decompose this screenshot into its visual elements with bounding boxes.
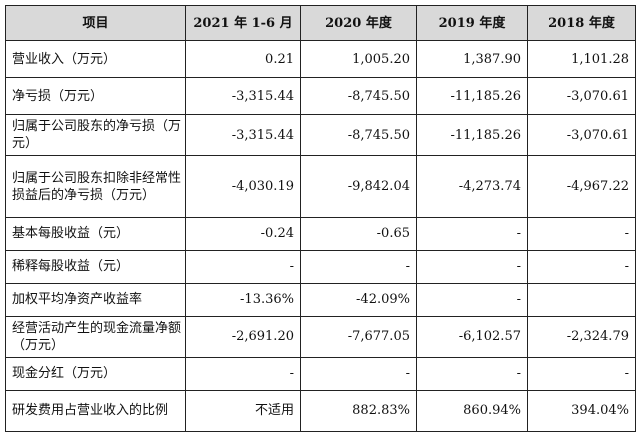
header-2021h1: 2021 年 1-6 月 bbox=[185, 5, 301, 41]
row-label: 现金分红（万元） bbox=[5, 356, 186, 391]
financial-summary-table: 项目 2021 年 1-6 月 2020 年度 2019 年度 2018 年度 … bbox=[5, 5, 636, 433]
cell-value: -4,273.74 bbox=[416, 155, 528, 218]
cell-value: -3,315.44 bbox=[185, 77, 301, 116]
header-2019: 2019 年度 bbox=[416, 5, 528, 41]
cell-value: -42.09% bbox=[300, 282, 417, 317]
cell-value: -11,185.26 bbox=[416, 77, 528, 116]
cell-value: - bbox=[185, 356, 301, 391]
row-label: 研发费用占营业收入的比例 bbox=[5, 389, 186, 433]
row-label: 稀释每股收益（元） bbox=[5, 249, 186, 284]
row-label: 基本每股收益（元） bbox=[5, 216, 186, 251]
header-item: 项目 bbox=[5, 5, 186, 41]
cell-value: -3,070.61 bbox=[527, 77, 636, 116]
cell-value: 860.94% bbox=[416, 389, 528, 433]
row-label: 归属于公司股东扣除非经常性损益后的净亏损（万元） bbox=[5, 155, 186, 218]
cell-value: - bbox=[527, 356, 636, 391]
cell-value: -8,745.50 bbox=[300, 114, 417, 157]
cell-value: -7,677.05 bbox=[300, 315, 417, 358]
cell-value: - bbox=[527, 216, 636, 251]
cell-value: -3,070.61 bbox=[527, 114, 636, 157]
table-row: 经营活动产生的现金流量净额（万元） -2,691.20 -7,677.05 -6… bbox=[5, 315, 636, 358]
table-row: 基本每股收益（元） -0.24 -0.65 - - bbox=[5, 216, 636, 251]
cell-value: - bbox=[416, 282, 528, 317]
cell-value: - bbox=[527, 249, 636, 284]
cell-value: 1,005.20 bbox=[300, 39, 417, 79]
cell-value: 1,387.90 bbox=[416, 39, 528, 79]
cell-value: - bbox=[416, 249, 528, 284]
cell-value: -13.36% bbox=[185, 282, 301, 317]
table-row: 稀释每股收益（元） - - - - bbox=[5, 249, 636, 284]
cell-value: -0.65 bbox=[300, 216, 417, 251]
row-label: 归属于公司股东的净亏损（万元） bbox=[5, 114, 186, 157]
row-label: 营业收入（万元） bbox=[5, 39, 186, 79]
cell-value: -2,324.79 bbox=[527, 315, 636, 358]
cell-value: 不适用 bbox=[185, 389, 301, 433]
row-label: 经营活动产生的现金流量净额（万元） bbox=[5, 315, 186, 358]
cell-value: -6,102.57 bbox=[416, 315, 528, 358]
cell-value: - bbox=[185, 249, 301, 284]
cell-value: - bbox=[300, 249, 417, 284]
cell-value: -0.24 bbox=[185, 216, 301, 251]
table-header-row: 项目 2021 年 1-6 月 2020 年度 2019 年度 2018 年度 bbox=[5, 5, 636, 41]
cell-value: 882.83% bbox=[300, 389, 417, 433]
cell-value bbox=[527, 282, 636, 317]
cell-value: -4,967.22 bbox=[527, 155, 636, 218]
cell-value: 1,101.28 bbox=[527, 39, 636, 79]
table-row: 现金分红（万元） - - - - bbox=[5, 356, 636, 391]
cell-value: - bbox=[300, 356, 417, 391]
cell-value: 394.04% bbox=[527, 389, 636, 433]
table-row: 营业收入（万元） 0.21 1,005.20 1,387.90 1,101.28 bbox=[5, 39, 636, 79]
cell-value: 0.21 bbox=[185, 39, 301, 79]
table-row: 研发费用占营业收入的比例 不适用 882.83% 860.94% 394.04% bbox=[5, 389, 636, 433]
table-row: 净亏损（万元） -3,315.44 -8,745.50 -11,185.26 -… bbox=[5, 77, 636, 116]
table-row: 加权平均净资产收益率 -13.36% -42.09% - bbox=[5, 282, 636, 317]
cell-value: -2,691.20 bbox=[185, 315, 301, 358]
table-row: 归属于公司股东扣除非经常性损益后的净亏损（万元） -4,030.19 -9,84… bbox=[5, 155, 636, 218]
row-label: 加权平均净资产收益率 bbox=[5, 282, 186, 317]
cell-value: - bbox=[416, 356, 528, 391]
cell-value: -3,315.44 bbox=[185, 114, 301, 157]
cell-value: -8,745.50 bbox=[300, 77, 417, 116]
table-row: 归属于公司股东的净亏损（万元） -3,315.44 -8,745.50 -11,… bbox=[5, 114, 636, 157]
header-2020: 2020 年度 bbox=[300, 5, 417, 41]
cell-value: - bbox=[416, 216, 528, 251]
cell-value: -4,030.19 bbox=[185, 155, 301, 218]
cell-value: -11,185.26 bbox=[416, 114, 528, 157]
cell-value: -9,842.04 bbox=[300, 155, 417, 218]
row-label: 净亏损（万元） bbox=[5, 77, 186, 116]
header-2018: 2018 年度 bbox=[527, 5, 636, 41]
